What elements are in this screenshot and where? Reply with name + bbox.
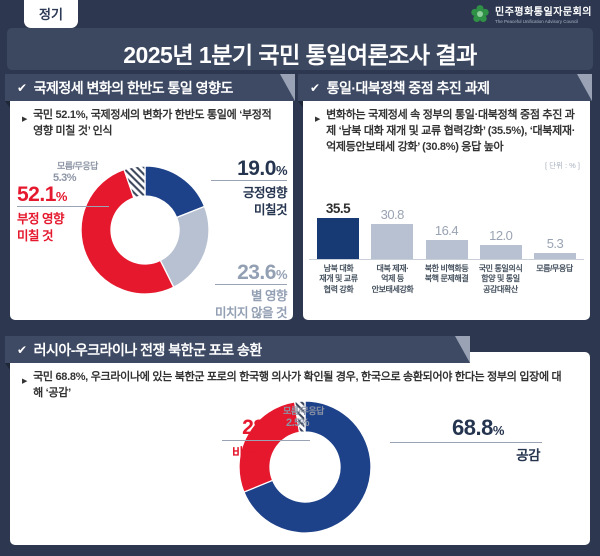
ribbon-fold-shadow — [5, 363, 10, 370]
bar-category-label: 모름/무응답 — [536, 264, 573, 273]
bullet-icon — [315, 108, 320, 156]
pct-value: 28.7 — [242, 416, 281, 439]
label-disagree-text: 비공감 — [232, 446, 266, 460]
leader-line — [215, 284, 287, 285]
label-unknown-title: 모름/무응답 — [57, 161, 98, 171]
label-positive-pct: 19.0% — [207, 157, 287, 181]
flower-logo-icon — [471, 4, 489, 22]
bar-category-label: 국민 통일의식 함양 및 통일 공감대확산 — [478, 264, 523, 294]
bar-category-label: 남북 대화 재개 및 교류 협력 강화 — [319, 264, 358, 294]
bar-column: 5.3 — [534, 236, 576, 259]
panel-pow-repatriation: ✔ 러시아-우크라이나 전쟁 북한군 포로 송환 국민 68.8%, 우크라이나… — [5, 336, 590, 545]
pct-unit: % — [280, 422, 293, 437]
check-icon: ✔ — [310, 80, 320, 95]
panel-title: 국제정세 변화의 한반도 통일 영향도 — [33, 79, 233, 96]
bar-value-label: 16.4 — [434, 223, 459, 239]
label-disagree-pct: 28.7% — [222, 416, 292, 440]
label-neutral-text: 별 영향 미치지 않을 것 — [215, 289, 287, 320]
donut-segment — [238, 401, 301, 493]
pct-unit: % — [275, 163, 288, 178]
bar-column: 30.8 — [371, 206, 414, 259]
leader-line — [390, 442, 542, 443]
panel-summary: 국민 68.8%, 우크라이나에 있는 북한군 포로의 한국행 의사가 확인될 … — [10, 352, 590, 402]
label-negative-pct: 52.1% — [17, 183, 67, 207]
panel-header-ribbon: ✔ 통일·대북정책 중점 추진 과제 — [298, 74, 592, 108]
logo-org-name-en: The Peaceful Unification Advisory Counci… — [495, 19, 579, 24]
bar — [317, 218, 359, 259]
donut-chart-impact — [80, 165, 210, 295]
leader-line — [211, 180, 287, 181]
donut-segment — [243, 400, 372, 534]
bar-value-label: 5.3 — [546, 235, 564, 251]
donut-segment — [293, 400, 306, 434]
check-icon: ✔ — [17, 80, 27, 95]
label-unknown-pct: 2.5% — [286, 417, 310, 429]
bar — [479, 245, 522, 259]
bar-value-label: 12.0 — [489, 228, 513, 244]
bar — [534, 252, 576, 259]
bar-column: 35.5 — [317, 201, 359, 259]
pct-value: 68.8 — [452, 415, 493, 440]
label-agree-text: 공감 — [516, 448, 540, 463]
bar-category-label: 북한 비핵화등 북핵 문제해결 — [424, 264, 469, 284]
title-band — [7, 28, 593, 70]
leader-line — [17, 206, 109, 207]
panel-title: 통일·대북정책 중점 추진 과제 — [326, 79, 490, 96]
summary-text: 국민 52.1%, 국제정세의 변화가 한반도 통일에 ‘부정적 영향 미칠 것… — [33, 109, 272, 137]
summary-text: 변화하는 국제정세 속 정부의 통일·대북정책 중점 추진 과제 ‘남북 대화 … — [326, 109, 576, 153]
bar-column: 16.4 — [425, 223, 468, 259]
label-agree-pct: 68.8% — [452, 415, 504, 441]
label-unknown-pct: 5.3% — [53, 172, 77, 184]
bar-chart-tasks: 35.5 30.8 16.4 12.0 5.3 — [309, 186, 584, 260]
bullet-icon — [22, 108, 27, 140]
pct-unit: % — [492, 423, 505, 438]
donut-chart-pow — [238, 400, 372, 534]
bar — [371, 223, 414, 259]
donut-segment — [123, 165, 146, 199]
leader-line — [222, 440, 310, 441]
check-icon: ✔ — [17, 342, 27, 357]
ribbon-fold-shadow — [5, 101, 10, 108]
council-logo: 민주평화통일자문회의 The Peaceful Unification Advi… — [470, 3, 592, 24]
label-neutral-pct: 23.6% — [207, 261, 287, 285]
donut-segment — [80, 168, 175, 295]
bar-column: 12.0 — [479, 228, 522, 259]
bar-value-label: 35.5 — [325, 201, 351, 217]
pct-value: 19.0 — [237, 157, 276, 180]
panel-header-ribbon: ✔ 국제정세 변화의 한반도 통일 영향도 — [5, 74, 295, 108]
pct-unit: % — [55, 189, 68, 204]
bar — [425, 240, 468, 259]
pct-value: 52.1 — [17, 183, 56, 206]
unit-label: [ 단위 : % ] — [544, 161, 580, 170]
pct-value: 23.6 — [237, 261, 276, 284]
panel-international-impact: ✔ 국제정세 변화의 한반도 통일 영향도 국민 52.1%, 국제정세의 변화… — [5, 74, 295, 320]
label-positive-text: 긍정영향 미칠것 — [242, 186, 288, 217]
summary-text: 국민 68.8%, 우크라이나에 있는 북한군 포로의 한국행 의사가 확인될 … — [33, 371, 562, 399]
ribbon-fold-shadow — [298, 101, 303, 108]
panel-summary: 변화하는 국제정세 속 정부의 통일·대북정책 중점 추진 과제 ‘남북 대화 … — [303, 90, 590, 156]
panel-title: 러시아-우크라이나 전쟁 북한군 포로 송환 — [33, 341, 262, 358]
label-unknown-title: 모름/무응답 — [283, 406, 324, 416]
periodic-badge: 정기 — [24, 0, 78, 28]
bar-value-label: 30.8 — [380, 206, 405, 222]
label-negative-text: 부정 영향 미칠 것 — [17, 212, 64, 243]
page-title: 2025년 1분기 국민 통일여론조사 결과 — [123, 42, 477, 68]
logo-org-name-kr: 민주평화통일자문회의 — [495, 7, 592, 18]
bar-category-label: 대북 제재· 억제 등 안보태세강화 — [371, 264, 414, 294]
panel-summary: 국민 52.1%, 국제정세의 변화가 한반도 통일에 ‘부정적 영향 미칠 것… — [10, 90, 293, 140]
panel-policy-tasks: ✔ 통일·대북정책 중점 추진 과제 변화하는 국제정세 속 정부의 통일·대북… — [298, 74, 592, 320]
bar-chart-categories: 남북 대화 재개 및 교류 협력 강화 대북 제재· 억제 등 안보태세강화 북한 비핵화등… — [309, 264, 584, 295]
panel-header-ribbon: ✔ 러시아-우크라이나 전쟁 북한군 포로 송환 — [5, 336, 470, 370]
pct-unit: % — [275, 267, 288, 282]
